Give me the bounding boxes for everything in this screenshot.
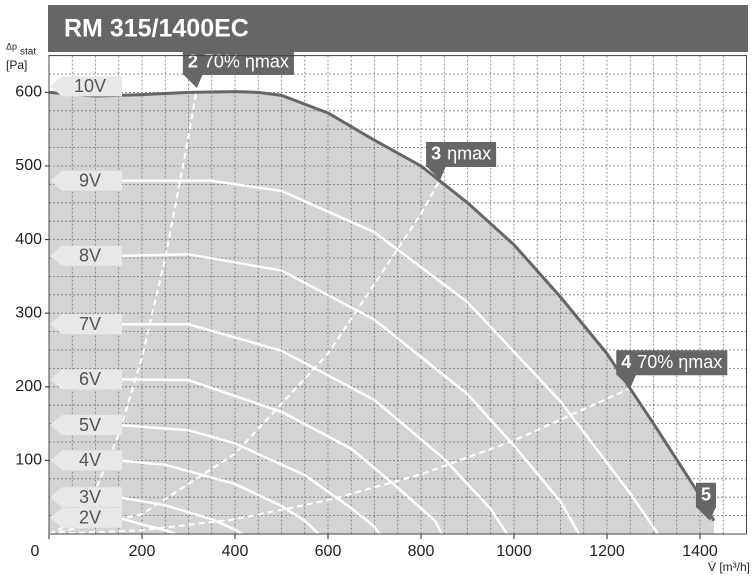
y-tick-label: 300 (15, 304, 42, 321)
voltage-curve (118, 495, 243, 536)
x-label: V̇ [m³/h] (708, 560, 750, 574)
voltage-tag (50, 450, 122, 471)
callout-pointer (182, 73, 203, 88)
voltage-tag (50, 245, 122, 266)
callout-box (695, 482, 716, 508)
callout-number: 3 (431, 144, 441, 164)
voltage-label: 2V (79, 508, 101, 528)
x-tick-label: 0 (31, 543, 40, 560)
voltage-tag (50, 369, 122, 390)
callout-label: 70% ηmax (637, 352, 722, 372)
callout: 2 70% ηmax (182, 49, 294, 88)
callout-pointer (616, 374, 637, 389)
callout-number: 4 (621, 352, 631, 372)
x-tick-label: 800 (408, 543, 435, 560)
plot-frame (48, 55, 747, 535)
voltage-curve (118, 322, 509, 535)
voltage-tag (50, 487, 122, 508)
callout-box (426, 141, 497, 167)
voltage-label: 7V (79, 314, 101, 334)
x-tick-label: 400 (222, 543, 249, 560)
voltage-tag (50, 170, 122, 191)
callout-label: 70% ηmax (204, 52, 289, 72)
voltage-curve (118, 179, 660, 535)
callout-pointer (695, 506, 716, 521)
y-tick-label: 400 (15, 231, 42, 248)
y-label: [Pa] (6, 58, 27, 72)
voltage-label: 9V (79, 170, 101, 190)
voltage-tag (50, 76, 122, 97)
voltage-curve (118, 516, 176, 536)
callout-box (182, 49, 294, 75)
voltage-label: 4V (79, 450, 101, 470)
x-tick-label: 1400 (682, 543, 718, 560)
y-tick-label: 100 (15, 452, 42, 469)
voltage-label: 6V (79, 369, 101, 389)
callout: 5 (695, 482, 716, 521)
x-tick-label: 200 (129, 543, 156, 560)
voltage-tag (50, 507, 122, 528)
voltage-tag (50, 415, 122, 436)
callout-number: 2 (188, 52, 198, 72)
callout-pointer (426, 165, 447, 180)
callout-box (616, 350, 728, 376)
voltage-label: 3V (79, 487, 101, 507)
efficiency-line (48, 179, 441, 535)
voltage-curve (118, 378, 444, 535)
callout-number: 5 (701, 485, 711, 505)
voltage-curve (118, 253, 581, 535)
x-tick-label: 600 (315, 543, 342, 560)
x-tick-label: 1000 (496, 543, 532, 560)
callout: 4 70% ηmax (616, 350, 728, 389)
y-tick-label: 500 (15, 157, 42, 174)
voltage-label: 5V (79, 415, 101, 435)
callout: 3 ηmax (426, 141, 497, 180)
voltage-label: 8V (79, 246, 101, 266)
x-tick-label: 1200 (589, 543, 625, 560)
y-tick-label: 600 (15, 84, 42, 101)
voltage-curve (118, 423, 381, 535)
voltage-curve (118, 459, 320, 535)
voltage-label: 10V (74, 76, 106, 96)
chart-title: RM 315/1400EC (64, 15, 249, 43)
title-bar (48, 5, 748, 52)
voltage-tag (50, 314, 122, 335)
y-label: stat (20, 47, 36, 58)
efficiency-line (48, 387, 631, 535)
y-tick-label: 200 (15, 378, 42, 395)
y-label: Δp (6, 41, 17, 51)
callout-label: ηmax (447, 144, 491, 164)
